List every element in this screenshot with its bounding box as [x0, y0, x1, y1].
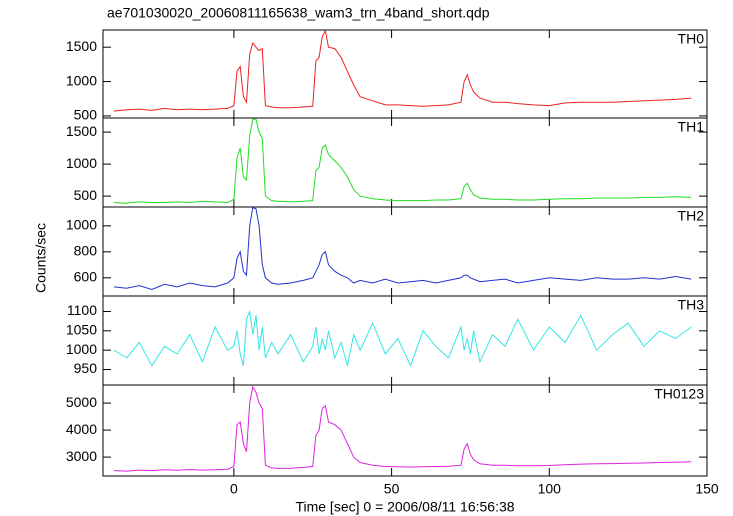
y-tick-label: 1500 — [66, 123, 97, 139]
y-tick-label: 500 — [74, 107, 98, 123]
x-axis-label: Time [sec] 0 = 2006/08/11 16:56:38 — [295, 499, 514, 515]
light-curve — [113, 385, 692, 472]
y-tick-label: 500 — [74, 187, 98, 203]
y-tick-label: 1100 — [67, 302, 97, 318]
y-tick-label: 1000 — [66, 155, 97, 171]
y-tick-label: 5000 — [66, 394, 97, 410]
y-tick-label: 950 — [74, 360, 98, 376]
y-tick-label: 1000 — [66, 72, 97, 88]
x-tick-label: 150 — [695, 481, 719, 497]
y-tick-label: 1050 — [66, 322, 97, 338]
chart-title: ae701030020_20060811165638_wam3_trn_4ban… — [107, 5, 490, 21]
light-curve — [113, 206, 692, 291]
y-tick-label: 600 — [74, 269, 98, 285]
x-tick-label: 0 — [230, 481, 238, 497]
panel-frame — [102, 295, 708, 386]
x-tick-label: 100 — [538, 481, 562, 497]
panel-frame — [102, 117, 708, 208]
y-tick-label: 4000 — [66, 421, 97, 437]
y-axis-label: Counts/sec — [33, 223, 49, 293]
x-tick-label: 50 — [384, 481, 400, 497]
y-tick-label: 1000 — [66, 217, 97, 233]
y-tick-label: 1000 — [66, 341, 97, 357]
light-curve — [113, 118, 692, 204]
panel-label: TH0 — [678, 31, 705, 47]
y-tick-label: 1500 — [66, 38, 97, 54]
panel-label: TH2 — [678, 208, 705, 224]
panel-label: TH1 — [678, 119, 705, 135]
light-curve — [113, 29, 692, 112]
panel-label: TH3 — [678, 297, 705, 313]
panel-frame — [102, 384, 708, 477]
panel-label: TH0123 — [654, 386, 704, 402]
y-tick-label: 3000 — [66, 448, 97, 464]
y-tick-label: 800 — [74, 243, 98, 259]
light-curve — [113, 309, 692, 368]
